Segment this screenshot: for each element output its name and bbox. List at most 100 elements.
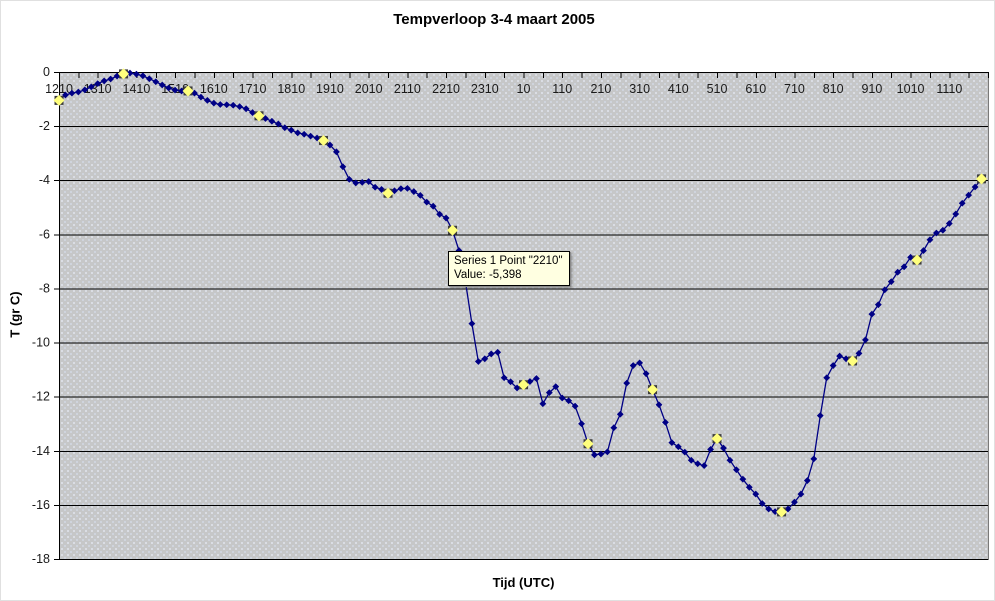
data-point[interactable] (791, 498, 798, 506)
data-point[interactable] (862, 336, 869, 344)
data-point[interactable] (894, 268, 902, 276)
data-point[interactable] (262, 115, 269, 122)
data-point[interactable] (197, 93, 205, 101)
highlight-point[interactable] (53, 94, 65, 106)
data-point[interactable] (868, 310, 876, 318)
data-point[interactable] (287, 126, 295, 134)
data-point[interactable] (803, 477, 811, 484)
data-point[interactable] (545, 389, 553, 397)
data-point[interactable] (552, 383, 560, 391)
data-point[interactable] (81, 86, 89, 94)
data-point[interactable] (216, 101, 224, 108)
data-point[interactable] (371, 183, 379, 191)
data-point[interactable] (810, 455, 818, 463)
data-point[interactable] (965, 191, 973, 199)
data-point[interactable] (307, 132, 315, 140)
data-point[interactable] (739, 475, 747, 483)
data-point[interactable] (829, 362, 837, 369)
data-point[interactable] (178, 87, 185, 95)
data-point[interactable] (971, 183, 979, 191)
data-point[interactable] (378, 186, 385, 193)
data-point[interactable] (165, 84, 173, 92)
data-point[interactable] (416, 191, 424, 199)
data-point[interactable] (629, 362, 637, 369)
data-point[interactable] (855, 349, 863, 357)
data-point[interactable] (442, 214, 450, 222)
data-point[interactable] (533, 375, 540, 382)
data-point[interactable] (139, 72, 147, 80)
data-point[interactable] (920, 247, 927, 254)
data-point[interactable] (623, 379, 631, 387)
data-point[interactable] (358, 178, 366, 186)
data-point[interactable] (145, 75, 153, 83)
data-point[interactable] (249, 109, 256, 116)
data-point[interactable] (945, 220, 953, 227)
data-point[interactable] (784, 505, 792, 513)
data-point[interactable] (410, 188, 418, 195)
data-point[interactable] (339, 163, 347, 171)
data-point[interactable] (494, 348, 502, 356)
data-point[interactable] (74, 88, 82, 96)
highlight-point[interactable] (447, 224, 459, 236)
highlight-point[interactable] (911, 254, 923, 266)
data-point[interactable] (294, 129, 302, 137)
data-point[interactable] (429, 202, 437, 210)
data-point[interactable] (881, 286, 889, 294)
data-point[interactable] (333, 148, 340, 156)
data-point[interactable] (887, 278, 895, 286)
data-point[interactable] (526, 378, 534, 385)
data-point[interactable] (681, 448, 689, 456)
data-point[interactable] (907, 253, 914, 261)
highlight-point[interactable] (518, 379, 529, 391)
data-point[interactable] (636, 359, 644, 367)
data-point[interactable] (610, 424, 618, 432)
data-point[interactable] (100, 77, 108, 85)
data-point[interactable] (268, 117, 276, 125)
highlight-point[interactable] (118, 68, 130, 80)
data-point[interactable] (345, 176, 353, 183)
data-point[interactable] (242, 105, 250, 113)
highlight-point[interactable] (182, 85, 194, 97)
highlight-point[interactable] (711, 433, 723, 445)
data-point[interactable] (171, 86, 179, 94)
data-point[interactable] (481, 355, 489, 363)
data-point[interactable] (952, 210, 960, 218)
data-point[interactable] (558, 394, 566, 402)
highlight-point[interactable] (976, 173, 988, 185)
data-point[interactable] (126, 69, 134, 77)
data-point[interactable] (591, 451, 598, 459)
data-point[interactable] (655, 401, 663, 409)
data-point[interactable] (816, 412, 824, 420)
data-point[interactable] (152, 78, 160, 86)
data-point[interactable] (87, 83, 95, 91)
data-point[interactable] (191, 89, 198, 97)
data-point[interactable] (752, 490, 760, 498)
data-point[interactable] (313, 134, 321, 142)
data-point[interactable] (823, 374, 831, 382)
data-point[interactable] (926, 236, 934, 244)
data-point[interactable] (797, 490, 805, 498)
data-point[interactable] (745, 483, 753, 491)
highlight-point[interactable] (647, 384, 659, 396)
data-point[interactable] (133, 70, 140, 78)
data-point[interactable] (94, 80, 102, 88)
data-point[interactable] (487, 350, 495, 358)
series-line[interactable] (58, 72, 983, 513)
data-point[interactable] (107, 75, 115, 83)
data-point[interactable] (300, 130, 308, 138)
data-point[interactable] (726, 456, 734, 464)
data-point[interactable] (939, 226, 947, 234)
highlight-point[interactable] (382, 187, 394, 199)
data-point[interactable] (158, 81, 166, 89)
data-point[interactable] (571, 402, 579, 410)
data-point[interactable] (68, 89, 76, 97)
data-point[interactable] (700, 462, 708, 470)
highlight-point[interactable] (847, 355, 859, 367)
data-point[interactable] (836, 352, 844, 360)
data-point[interactable] (732, 466, 740, 474)
data-point[interactable] (707, 446, 714, 453)
data-point[interactable] (229, 101, 237, 109)
data-point[interactable] (597, 450, 605, 458)
data-point[interactable] (403, 184, 411, 192)
